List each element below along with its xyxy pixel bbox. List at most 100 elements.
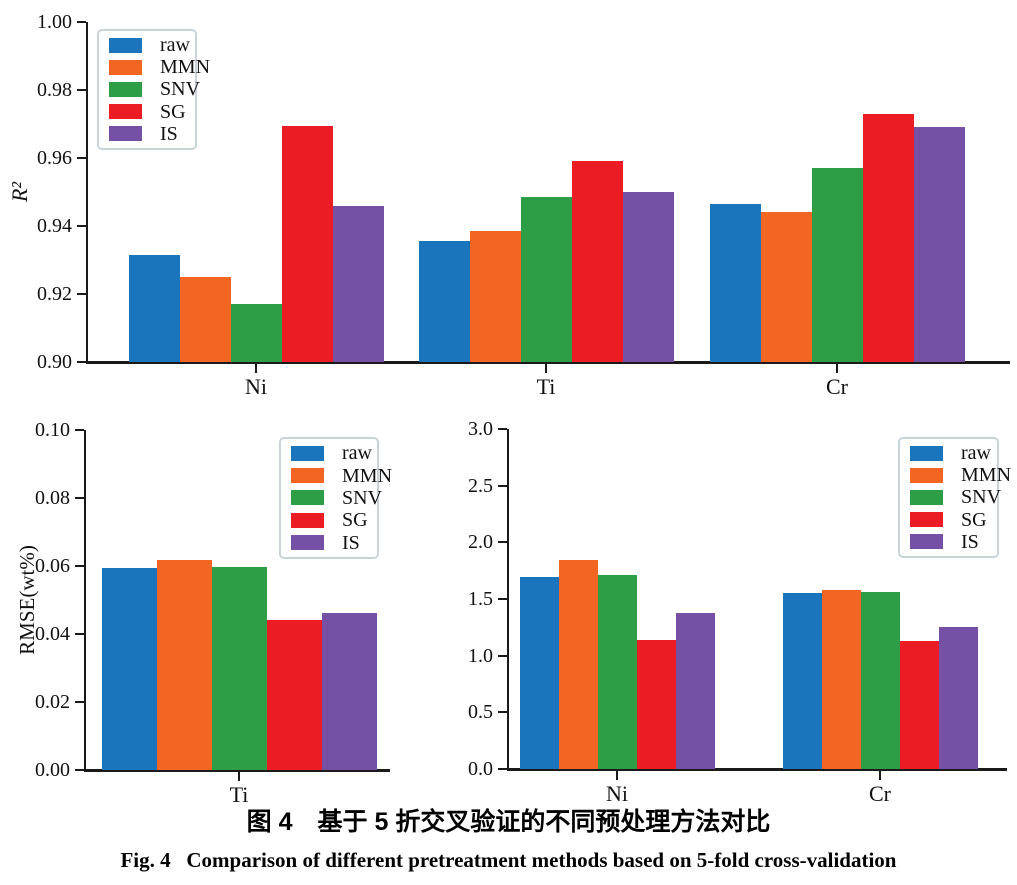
legend-swatch-IS bbox=[109, 126, 142, 142]
x-category-label: Cr bbox=[826, 374, 848, 399]
bar-SNV-Ti bbox=[520, 197, 572, 362]
legend-swatch-MMN bbox=[109, 59, 142, 75]
legend-swatch-raw bbox=[910, 445, 943, 461]
y-tick bbox=[75, 497, 84, 499]
bar-MMN-Cr bbox=[760, 212, 812, 362]
y-tick-label: 3.0 bbox=[468, 418, 493, 440]
legend-box: raw MMN SNV SG IS bbox=[898, 437, 1011, 558]
y-tick-label: 0.90 bbox=[37, 351, 72, 373]
x-category-label: Ti bbox=[536, 374, 556, 399]
y-tick-label: 0.94 bbox=[37, 215, 72, 237]
y-tick-label: 0.98 bbox=[37, 79, 72, 101]
legend-label-IS: IS bbox=[961, 530, 979, 553]
bar-MMN-Ti bbox=[156, 560, 212, 770]
legend-box: raw MMN SNV SG IS bbox=[97, 29, 210, 150]
legend-label-SG: SG bbox=[961, 508, 987, 531]
legend-swatch-raw bbox=[291, 445, 324, 461]
x-tick bbox=[616, 771, 618, 780]
y-tick-label: 0.0 bbox=[468, 758, 493, 780]
y-tick-label: 2.0 bbox=[468, 531, 493, 554]
legend-item-MMN: MMN bbox=[99, 57, 210, 77]
bar-IS-Cr bbox=[913, 127, 965, 362]
legend-item-raw: raw bbox=[99, 35, 195, 55]
bar-SG-Ni bbox=[636, 639, 676, 769]
x-category-label: Ti bbox=[229, 782, 249, 807]
bar-raw-Ni bbox=[128, 254, 180, 362]
legend-item-SNV: SNV bbox=[900, 487, 1001, 507]
bar-SNV-Ni bbox=[597, 575, 637, 769]
legend-label-MMN: MMN bbox=[961, 464, 1012, 487]
y-axis-spine bbox=[86, 22, 88, 362]
y-tick bbox=[498, 768, 507, 770]
x-tick bbox=[545, 364, 547, 373]
y-tick bbox=[77, 225, 86, 227]
y-tick-label: 2.5 bbox=[468, 474, 493, 497]
legend-item-raw: raw bbox=[281, 443, 377, 463]
y-tick-label: 0.02 bbox=[35, 691, 70, 713]
bar-SG-Cr bbox=[899, 640, 939, 769]
legend-swatch-MMN bbox=[291, 468, 324, 484]
bar-MMN-Ni bbox=[179, 277, 231, 362]
legend-label-raw: raw bbox=[160, 34, 190, 57]
bar-raw-Ni bbox=[519, 577, 559, 769]
bar-IS-Ti bbox=[622, 192, 674, 362]
y-tick bbox=[498, 428, 507, 430]
y-tick-label: 0.92 bbox=[37, 283, 72, 305]
legend-label-SNV: SNV bbox=[160, 78, 201, 101]
y-tick bbox=[498, 484, 507, 487]
x-axis-line bbox=[86, 361, 1010, 364]
legend-label-IS: IS bbox=[342, 531, 360, 554]
legend-swatch-raw bbox=[109, 37, 142, 53]
bar-IS-Cr bbox=[938, 627, 978, 769]
bar-raw-Ti bbox=[101, 567, 157, 770]
y-tick bbox=[498, 541, 507, 544]
legend-label-SG: SG bbox=[160, 100, 186, 123]
y-tick bbox=[77, 157, 86, 159]
legend-swatch-MMN bbox=[910, 467, 943, 483]
y-tick-label: 1.5 bbox=[468, 588, 493, 610]
caption-english: Fig. 4 Comparison of different pretreatm… bbox=[120, 848, 897, 872]
y-tick bbox=[498, 654, 507, 657]
legend-item-SG: SG bbox=[99, 102, 195, 122]
y-tick-label: 0.04 bbox=[35, 623, 70, 645]
legend-item-SNV: SNV bbox=[99, 79, 200, 99]
bar-SNV-Ni bbox=[230, 304, 282, 362]
y-tick-label: 1.0 bbox=[468, 644, 493, 667]
legend-item-MMN: MMN bbox=[900, 465, 1011, 485]
y-tick-label: 0.08 bbox=[35, 487, 70, 509]
legend-item-IS: IS bbox=[99, 124, 195, 144]
legend-item-raw: raw bbox=[900, 443, 997, 463]
bar-MMN-Ti bbox=[469, 231, 521, 362]
bar-MMN-Ni bbox=[558, 560, 598, 769]
y-tick-label: 1.00 bbox=[37, 11, 72, 33]
y-tick bbox=[75, 429, 84, 431]
x-tick bbox=[255, 364, 257, 373]
x-category-label: Ni bbox=[606, 781, 628, 806]
bar-raw-Cr bbox=[709, 203, 761, 362]
legend-label-MMN: MMN bbox=[160, 56, 211, 79]
legend-box: raw MMN SNV SG IS bbox=[279, 437, 392, 559]
legend-swatch-SNV bbox=[109, 81, 142, 97]
x-category-label: Cr bbox=[869, 781, 891, 806]
y-tick bbox=[498, 711, 507, 714]
y-tick bbox=[75, 701, 84, 703]
legend-label-raw: raw bbox=[961, 442, 991, 465]
y-tick-label: 0.96 bbox=[37, 147, 72, 169]
y-tick bbox=[77, 89, 86, 91]
bar-MMN-Cr bbox=[821, 589, 861, 769]
legend-item-SG: SG bbox=[900, 510, 997, 530]
bar-SNV-Ti bbox=[211, 567, 267, 770]
legend-label-IS: IS bbox=[160, 122, 178, 145]
bar-IS-Ni bbox=[675, 612, 715, 769]
legend-item-MMN: MMN bbox=[281, 466, 392, 486]
y-axis-spine bbox=[507, 429, 509, 769]
y-tick bbox=[75, 769, 84, 771]
legend-label-raw: raw bbox=[342, 442, 372, 465]
bar-IS-Ni bbox=[332, 205, 384, 362]
bar-SG-Ti bbox=[266, 620, 322, 770]
y-tick-label: 0.10 bbox=[35, 419, 70, 441]
legend-swatch-SNV bbox=[291, 490, 324, 506]
